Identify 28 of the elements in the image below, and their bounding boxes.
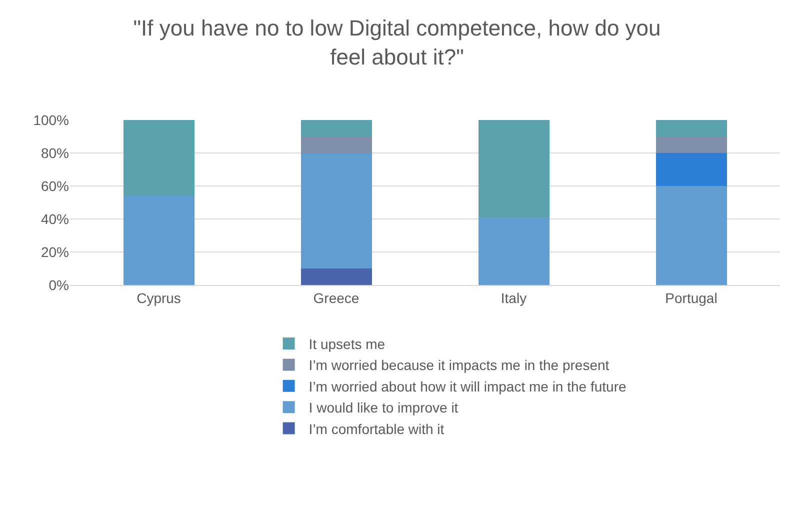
- bar: [478, 217, 550, 285]
- legend-label: It upsets me: [308, 336, 386, 352]
- y-tick-label: 40%: [40, 210, 69, 227]
- y-tick-label: 80%: [40, 144, 69, 161]
- chart-title: "If you have no to low Digital competence, how do you feel about it?": [133, 16, 661, 70]
- bar: [123, 120, 194, 196]
- y-tick-label: 0%: [48, 276, 69, 293]
- bar: [300, 120, 372, 136]
- legend-label: I’m comfortable with it: [308, 420, 444, 437]
- bar: [656, 120, 727, 136]
- x-tick-label: Greece: [313, 290, 360, 306]
- legend-label: I’m worried because it impacts me in the present: [308, 357, 610, 374]
- bar: [656, 153, 727, 186]
- bar: [656, 186, 727, 285]
- bar: [656, 136, 727, 153]
- x-tick-label: Italy: [500, 290, 527, 306]
- y-tick-label: 20%: [40, 244, 69, 260]
- x-tick-label: Portugal: [665, 290, 718, 306]
- legend-label: I’m worried about how it will impact me in the future: [308, 378, 626, 394]
- bar: [300, 136, 372, 153]
- bar: [300, 268, 372, 285]
- bar: [300, 153, 372, 268]
- x-tick-label: Cyprus: [136, 290, 181, 306]
- bar: [123, 196, 194, 285]
- bar: [478, 120, 550, 218]
- y-tick-label: 60%: [40, 178, 69, 194]
- y-tick-label: 100%: [33, 112, 69, 128]
- legend-label: I would like to improve it: [308, 400, 458, 416]
